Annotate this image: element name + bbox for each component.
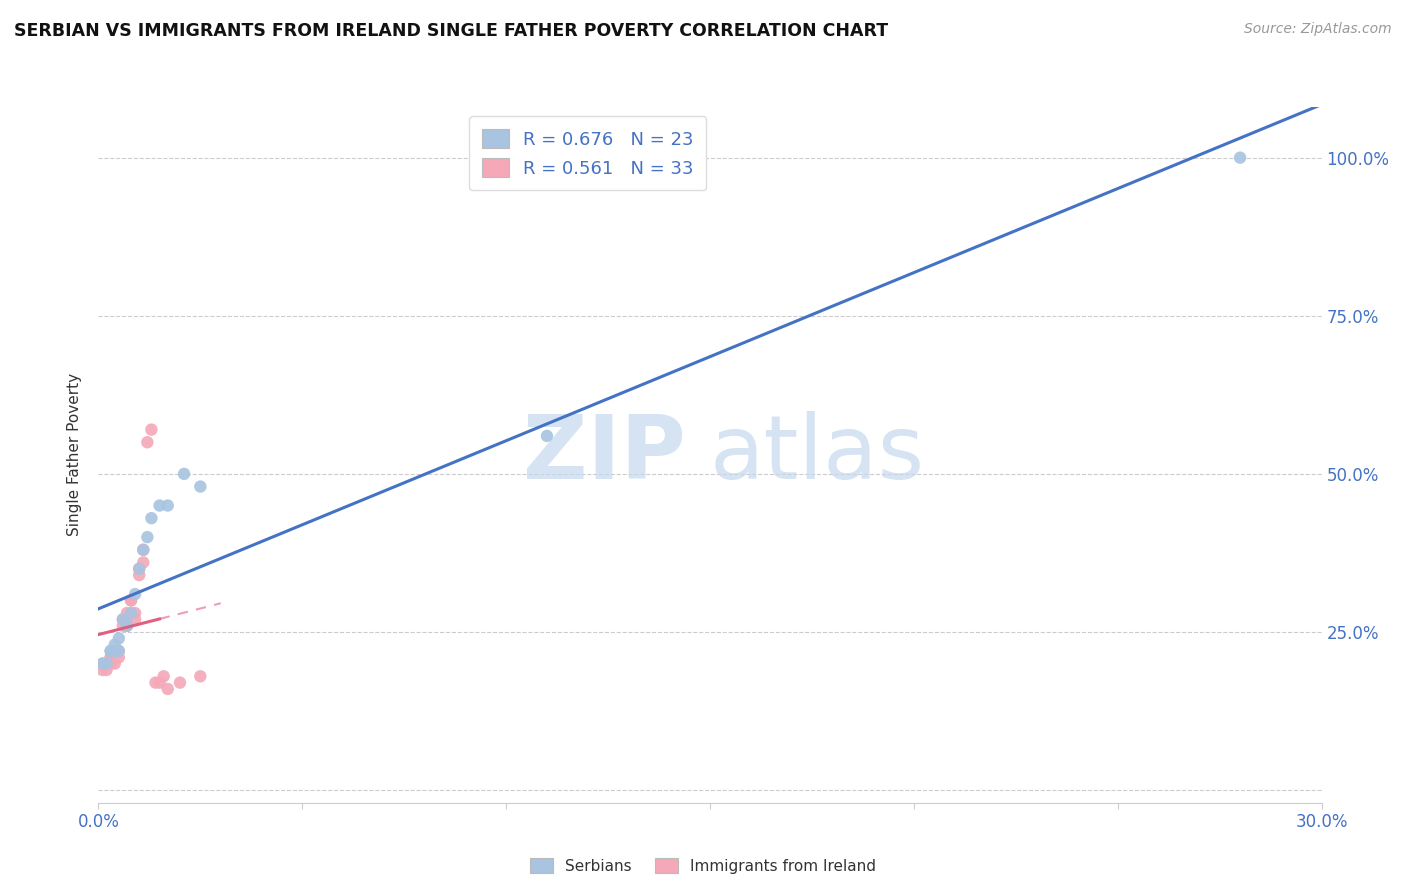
Point bbox=[136, 530, 159, 544]
Point bbox=[132, 556, 155, 570]
Point bbox=[100, 650, 122, 665]
Point bbox=[100, 650, 122, 665]
Point bbox=[124, 612, 146, 626]
Point bbox=[108, 632, 131, 646]
Point bbox=[96, 663, 118, 677]
Point bbox=[149, 499, 172, 513]
Point bbox=[111, 618, 134, 632]
Point bbox=[115, 618, 138, 632]
Point bbox=[141, 511, 163, 525]
Text: Source: ZipAtlas.com: Source: ZipAtlas.com bbox=[1244, 22, 1392, 37]
Point bbox=[141, 423, 163, 437]
Point bbox=[111, 612, 134, 626]
Point bbox=[96, 657, 118, 671]
Point bbox=[108, 644, 131, 658]
Point bbox=[145, 675, 167, 690]
Legend: Serbians, Immigrants from Ireland: Serbians, Immigrants from Ireland bbox=[524, 852, 882, 880]
Point bbox=[104, 657, 127, 671]
Point bbox=[149, 675, 172, 690]
Point bbox=[136, 435, 159, 450]
Point bbox=[104, 638, 127, 652]
Point bbox=[188, 669, 212, 683]
Point bbox=[173, 467, 195, 481]
Point bbox=[156, 499, 179, 513]
Point bbox=[169, 675, 191, 690]
Point bbox=[104, 644, 127, 658]
Point bbox=[91, 663, 114, 677]
Point bbox=[100, 644, 122, 658]
Point bbox=[115, 612, 138, 626]
Point bbox=[132, 542, 155, 557]
Point bbox=[108, 644, 131, 658]
Point bbox=[124, 606, 146, 620]
Point bbox=[115, 618, 138, 632]
Point bbox=[128, 562, 150, 576]
Point bbox=[108, 650, 131, 665]
Point bbox=[104, 644, 127, 658]
Legend: R = 0.676   N = 23, R = 0.561   N = 33: R = 0.676 N = 23, R = 0.561 N = 33 bbox=[470, 116, 706, 190]
Point bbox=[120, 593, 142, 607]
Point bbox=[115, 618, 138, 632]
Point bbox=[115, 606, 138, 620]
Point bbox=[188, 479, 212, 493]
Point bbox=[120, 606, 142, 620]
Point bbox=[91, 657, 114, 671]
Point bbox=[115, 618, 138, 632]
Point bbox=[1229, 151, 1251, 165]
Point bbox=[100, 644, 122, 658]
Point bbox=[536, 429, 558, 443]
Point bbox=[132, 542, 155, 557]
Point bbox=[152, 669, 174, 683]
Text: ZIP: ZIP bbox=[523, 411, 686, 499]
Point bbox=[156, 681, 179, 696]
Text: SERBIAN VS IMMIGRANTS FROM IRELAND SINGLE FATHER POVERTY CORRELATION CHART: SERBIAN VS IMMIGRANTS FROM IRELAND SINGL… bbox=[14, 22, 889, 40]
Y-axis label: Single Father Poverty: Single Father Poverty bbox=[67, 374, 83, 536]
Point bbox=[91, 657, 114, 671]
Point bbox=[96, 657, 118, 671]
Point bbox=[128, 568, 150, 582]
Point bbox=[111, 612, 134, 626]
Point bbox=[128, 562, 150, 576]
Point bbox=[124, 587, 146, 601]
Text: atlas: atlas bbox=[710, 411, 925, 499]
Point bbox=[120, 593, 142, 607]
Point bbox=[100, 657, 122, 671]
